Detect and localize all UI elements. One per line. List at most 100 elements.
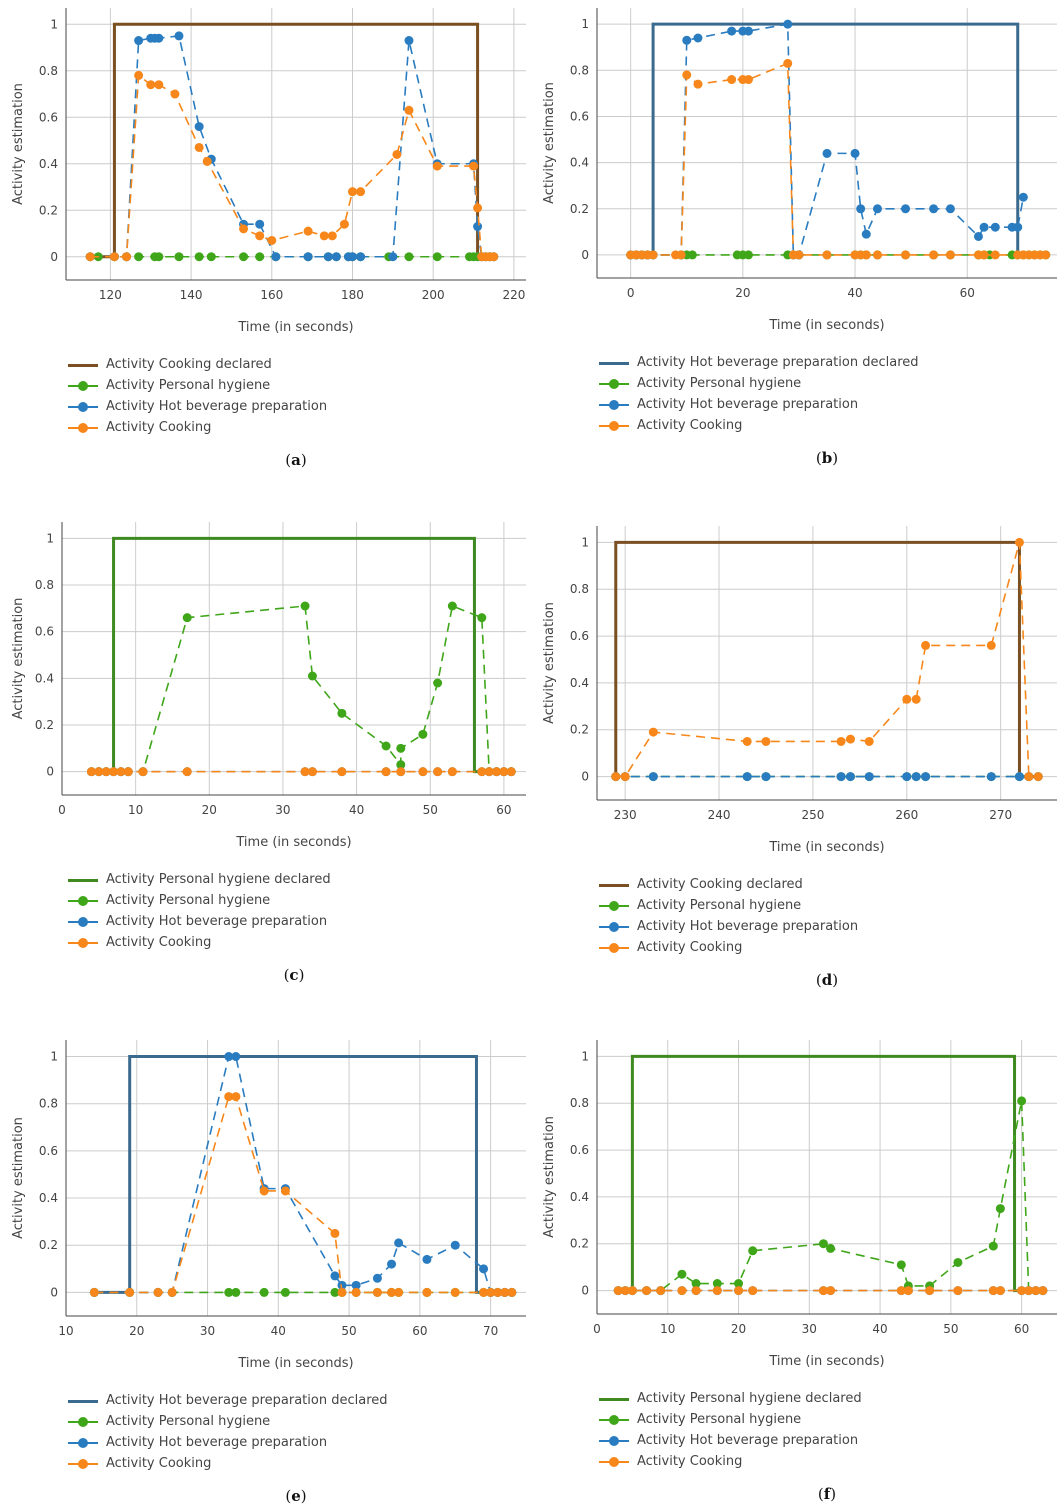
data-point-cooking [450,1287,460,1297]
x-tick-label: 180 [341,288,364,302]
data-point-hot_beverage [864,772,874,782]
data-point-hot_beverage [224,1052,234,1062]
x-tick-label: 260 [895,808,918,822]
data-point-hot_beverage [255,219,265,229]
x-tick-label: 40 [847,286,862,300]
y-axis-label: Activity estimation [11,1117,26,1239]
data-point-cooking [473,203,483,213]
data-point-hot_beverage [872,204,882,214]
data-point-personal_hygiene [174,252,184,262]
data-point-hot_beverage [986,772,996,782]
data-point-hot_beverage [194,122,204,132]
legend-swatch-icon [599,878,629,892]
declared-activity-line [614,540,1039,779]
data-point-cooking [300,767,310,777]
data-point-personal_hygiene [337,708,347,718]
data-point-personal_hygiene [418,729,428,739]
data-point-cooking [447,767,457,777]
data-point-personal_hygiene [743,250,753,260]
legend-swatch-icon [599,899,629,913]
data-point-cooking [146,80,156,90]
subfigure-caption: (a) [285,451,307,469]
legend-item: Activity Personal hygiene [599,1409,862,1430]
data-point-cooking [929,250,939,260]
data-point-hot_beverage [990,222,1000,232]
data-point-cooking [742,736,752,746]
y-tick-label: 0.4 [35,671,54,685]
data-point-hot_beverage [134,36,144,46]
data-point-cooking [154,80,164,90]
chart-legend: Activity Cooking declared Activity Person… [68,354,327,438]
y-axis-label: Activity estimation [11,83,26,205]
y-tick-label: 1 [46,531,54,545]
legend-label: Activity Cooking [637,418,743,433]
data-point-cooking [1024,1286,1034,1296]
data-point-cooking [394,1287,404,1297]
legend-swatch-icon [68,1436,98,1450]
legend-label: Activity Personal hygiene [637,898,802,913]
data-point-cooking [337,1287,347,1297]
data-point-cooking [986,640,996,650]
data-point-cooking [123,767,133,777]
data-point-cooking [712,1286,722,1296]
legend-item: Activity Cooking [68,417,327,438]
data-point-cooking [224,1092,234,1102]
data-point-cooking [433,767,443,777]
series-line-cooking [615,542,1039,778]
data-point-cooking [1041,250,1051,260]
data-point-hot_beverage [351,1280,361,1290]
data-point-cooking [486,1287,496,1297]
chart-svg: 230 240 250 260 270 0 0.2 0.4 0.6 0.8 1 Time (in se… [542,526,1057,855]
x-tick-label: 0 [58,803,66,817]
data-point-personal_hygiene [687,250,697,260]
data-point-personal_hygiene [206,252,216,262]
data-point-cooking [422,1287,432,1297]
data-point-cooking [925,1286,935,1296]
x-tick-label: 50 [341,1324,356,1338]
data-point-hot_beverage [479,1264,489,1274]
legend-label: Activity Hot beverage preparation [106,1435,328,1450]
data-point-personal_hygiene [224,1287,234,1297]
legend-label: Activity Cooking declared [637,877,803,892]
data-point-cooking [1033,772,1043,782]
legend-label: Activity Hot beverage preparation declar… [106,1393,388,1408]
data-point-hot_beverage [682,35,692,45]
data-point-cooking [822,250,832,260]
data-point-personal_hygiene [330,1287,340,1297]
legend-label: Activity Personal hygiene declared [637,1391,862,1406]
legend-swatch-icon [68,1457,98,1471]
y-tick-label: 0.6 [570,629,589,643]
data-point-cooking [134,70,144,80]
x-tick-label: 250 [801,808,824,822]
data-point-hot_beverage [836,772,846,782]
y-axis-label: Activity estimation [542,82,557,204]
x-tick-label: 60 [1014,1322,1029,1336]
legend-item: Activity Cooking [68,1453,388,1474]
data-point-hot_beverage [450,1240,460,1250]
data-point-hot_beverage [422,1254,432,1264]
data-point-personal_hygiene [396,743,406,753]
data-point-hot_beverage [783,19,793,29]
series-line-hot_beverage [94,1055,512,1294]
data-point-hot_beverage [347,252,357,262]
data-point-cooking [988,1286,998,1296]
data-point-cooking [170,89,180,99]
data-point-cooking [727,75,737,85]
data-point-hot_beverage [901,204,911,214]
data-point-cooking [489,252,499,262]
y-tick-label: 0.6 [35,625,54,639]
data-point-cooking [761,736,771,746]
y-tick-label: 0.6 [570,109,589,123]
data-point-cooking [125,1287,135,1297]
data-point-cooking [620,1286,630,1296]
data-point-personal_hygiene [432,252,442,262]
data-point-personal_hygiene [748,1246,758,1256]
data-point-cooking [656,1286,666,1296]
subfigure-caption: (e) [285,1487,307,1505]
x-tick-label: 20 [129,1324,144,1338]
x-tick-label: 0 [627,286,635,300]
data-point-cooking [864,736,874,746]
legend-item: Activity Hot beverage preparation declar… [599,352,919,373]
legend-label: Activity Personal hygiene [106,893,271,908]
x-tick-label: 60 [412,1324,427,1338]
